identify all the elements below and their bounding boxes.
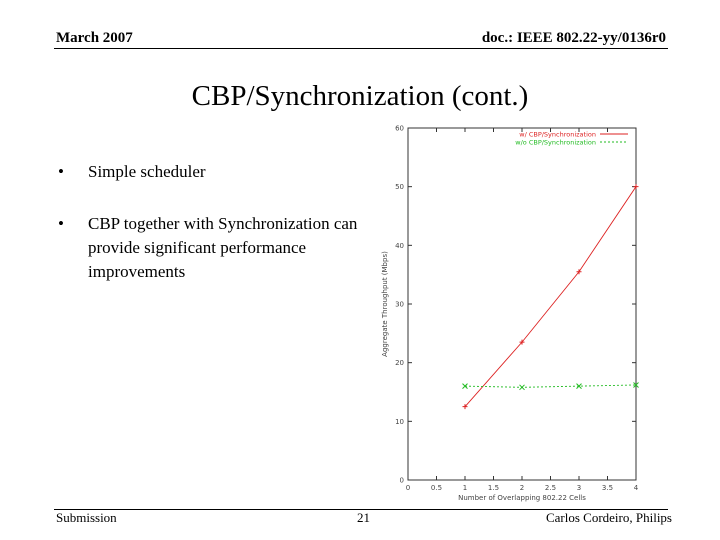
x-tick-label: 1.5 — [488, 484, 499, 492]
x-tick-label: 3 — [577, 484, 581, 492]
x-tick-label: 0 — [406, 484, 410, 492]
legend-label: w/ CBP/Synchronization — [519, 131, 596, 139]
y-tick-label: 10 — [395, 418, 404, 426]
plot-frame — [407, 127, 637, 481]
y-tick-label: 20 — [395, 359, 404, 367]
data-point — [633, 184, 639, 190]
x-tick-label: 1 — [463, 484, 467, 492]
bullet-marker: • — [58, 214, 64, 233]
header-date: March 2007 — [56, 30, 133, 46]
x-tick-label: 2 — [520, 484, 524, 492]
data-point — [576, 269, 582, 275]
footer-rule — [54, 509, 668, 510]
bullet-item: • CBP together with Synchronization can … — [58, 212, 358, 284]
x-tick-label: 3.5 — [602, 484, 613, 492]
series-line — [464, 384, 637, 388]
bullet-list: • Simple scheduler • CBP together with S… — [58, 160, 358, 312]
series-line — [464, 186, 637, 407]
y-tick-label: 60 — [395, 125, 404, 133]
footer-page-number: 21 — [357, 510, 370, 525]
y-axis-label: Aggregate Throughput (Mbps) — [381, 251, 389, 357]
header-doc-id: doc.: IEEE 802.22-yy/0136r0 — [481, 30, 666, 46]
slide-title: CBP/Synchronization (cont.) — [191, 80, 529, 112]
data-point — [519, 384, 525, 391]
data-point — [576, 383, 582, 389]
throughput-chart: 0 10 20 30 40 50 60 0 0.5 1 1.5 2 2.5 3 3.5 4 Number of … — [381, 125, 639, 502]
y-tick-label: 0 — [400, 477, 404, 485]
data-point — [462, 383, 468, 389]
data-point — [462, 404, 468, 410]
footer-author: Carlos Cordeiro, Philips — [545, 510, 672, 525]
bullet-marker: • — [58, 162, 64, 181]
y-tick-label: 30 — [395, 301, 404, 309]
y-tick-label: 50 — [395, 183, 404, 191]
legend-label: w/o CBP/Synchronization — [515, 139, 596, 147]
bullet-item: • Simple scheduler — [58, 160, 358, 184]
x-tick-label: 2.5 — [545, 484, 556, 492]
data-point — [633, 382, 639, 388]
data-point — [519, 339, 525, 345]
y-tick-label: 40 — [395, 242, 404, 250]
x-tick-label: 4 — [634, 484, 639, 492]
bullet-text: CBP together with Synchronization can pr… — [88, 214, 358, 281]
x-tick-label: 0.5 — [431, 484, 442, 492]
bullet-text: Simple scheduler — [88, 162, 206, 181]
footer-submission: Submission — [56, 510, 117, 525]
header-rule — [54, 48, 668, 49]
x-axis-label: Number of Overlapping 802.22 Cells — [458, 494, 586, 502]
